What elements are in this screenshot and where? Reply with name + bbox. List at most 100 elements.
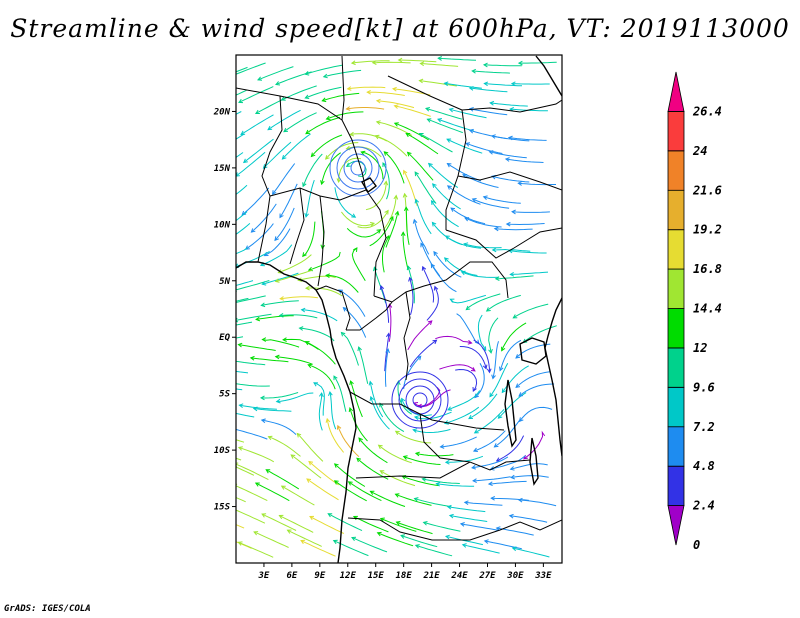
coastlines-borders	[236, 55, 562, 563]
streamline	[486, 294, 521, 312]
streamline-arrow	[379, 402, 384, 408]
streamline-arrow	[427, 162, 433, 168]
streamline-arrow	[236, 172, 240, 177]
streamline-arrow	[482, 62, 488, 68]
streamline-arrow	[237, 541, 243, 546]
streamline-arrow	[444, 235, 450, 240]
streamline-arrow	[418, 78, 424, 84]
colorbar-label: 19.2	[693, 223, 722, 237]
streamline	[461, 271, 499, 278]
streamline	[379, 403, 405, 433]
streamline-arrow	[259, 395, 265, 401]
streamline-arrow	[446, 504, 452, 510]
streamline-arrow	[374, 134, 380, 140]
streamline	[305, 179, 315, 217]
streamline	[473, 339, 490, 373]
streamline	[334, 480, 367, 502]
streamline-arrow	[421, 265, 427, 271]
streamline	[334, 187, 356, 218]
colorbar-segment	[667, 111, 685, 152]
lat-tick-label: EQ	[219, 333, 230, 343]
streamline-arrow	[371, 60, 377, 65]
streamline-arrow	[504, 157, 510, 162]
streamline	[455, 368, 478, 392]
streamline	[501, 365, 529, 393]
streamline	[484, 540, 522, 550]
streamline-arrow	[254, 482, 260, 487]
streamline	[419, 80, 457, 87]
streamline-arrow	[463, 242, 469, 247]
streamline	[296, 433, 324, 462]
streamline-arrow	[252, 406, 258, 412]
streamline	[305, 116, 341, 135]
streamline	[326, 111, 364, 120]
streamline-arrow	[467, 340, 473, 345]
streamline	[447, 185, 481, 205]
streamline	[302, 153, 323, 187]
streamline-arrow	[336, 424, 342, 430]
streamline	[305, 341, 336, 365]
streamline-arrow	[353, 247, 358, 252]
streamline	[491, 175, 530, 183]
streamline-arrow	[356, 457, 362, 463]
streamline-arrow	[332, 539, 338, 545]
lat-tick-label: 10S	[214, 446, 231, 456]
streamline	[375, 135, 408, 157]
streamline	[283, 112, 317, 133]
streamline	[405, 207, 410, 245]
streamline-arrow	[468, 128, 474, 134]
streamline	[261, 300, 299, 306]
streamline	[464, 217, 502, 228]
streamline	[279, 515, 314, 533]
lat-tick-label: 20N	[213, 107, 231, 117]
streamline	[281, 485, 315, 506]
streamline-arrow	[483, 539, 489, 544]
streamline-arrow	[320, 180, 325, 186]
streamline	[460, 523, 499, 531]
streamline	[377, 532, 414, 547]
streamline-arrow	[265, 469, 271, 474]
streamline	[238, 447, 275, 463]
streamline-arrow	[448, 513, 454, 519]
streamline-arrow	[489, 392, 494, 398]
colorbar-segment	[667, 308, 685, 349]
streamline-arrow	[517, 497, 523, 503]
streamline-arrow	[325, 273, 330, 279]
streamline	[494, 419, 521, 448]
streamline-arrow	[446, 185, 452, 190]
streamline	[397, 381, 412, 415]
streamline-arrow	[307, 363, 313, 369]
streamline	[398, 59, 437, 63]
streamline	[447, 163, 482, 182]
streamline	[440, 436, 477, 448]
streamline-arrow	[459, 522, 465, 527]
streamline-arrow	[358, 437, 363, 443]
streamline-arrow	[501, 388, 507, 394]
streamline-arrow	[260, 302, 266, 308]
streamline	[432, 183, 461, 210]
colorbar-label: 2.4	[692, 499, 715, 513]
streamline	[376, 100, 415, 109]
streamline	[329, 391, 337, 430]
streamline	[272, 163, 296, 195]
streamline-arrow	[283, 127, 289, 133]
streamline	[263, 141, 292, 169]
streamline	[305, 64, 343, 75]
streamline-arrow	[274, 278, 280, 283]
streamline	[490, 102, 528, 107]
streamline	[462, 544, 500, 554]
streamline	[338, 289, 366, 317]
streamline	[403, 355, 422, 390]
streamline	[445, 535, 484, 546]
streamline	[402, 232, 409, 270]
streamline-arrow	[473, 429, 479, 434]
streamline-arrow	[403, 169, 408, 175]
streamline-arrow	[271, 190, 277, 195]
streamline-arrow	[402, 192, 408, 198]
lat-tick-label: 5N	[219, 277, 230, 287]
streamline-arrow	[261, 337, 267, 342]
colorbar-label: 4.8	[693, 459, 715, 473]
streamline	[283, 338, 319, 350]
streamline	[456, 313, 480, 345]
